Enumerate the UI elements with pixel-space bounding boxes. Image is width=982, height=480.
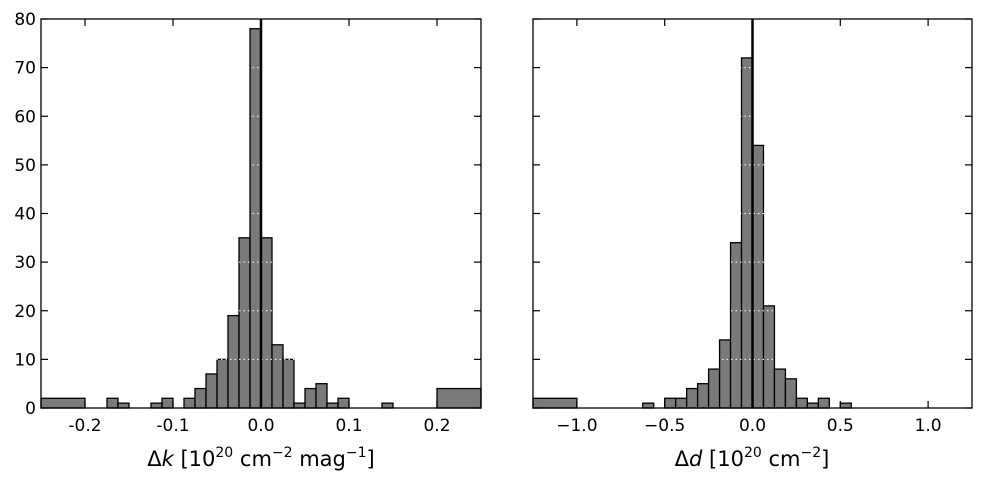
histogram-bar xyxy=(117,402,130,409)
delta-k-histogram-panel: 0 10 20 30 40 50 60 70 80 -0.2 -0.1 0.0 0.1 0.2 xyxy=(14,10,482,436)
histogram-bar xyxy=(795,397,809,409)
histogram-bar xyxy=(205,373,218,409)
histogram-bar xyxy=(664,397,677,409)
histogram-bar xyxy=(194,387,207,409)
histogram-bar xyxy=(326,402,339,409)
histogram-bar xyxy=(436,387,482,409)
y-tick-label: 80 xyxy=(14,10,36,30)
y-tick-label: 40 xyxy=(14,205,36,225)
x-axis-label-delta-k: Δk [1020 cm−2 mag−1] xyxy=(147,445,374,471)
histogram-bar xyxy=(304,387,317,409)
histogram-bar xyxy=(642,402,655,409)
histogram-bar xyxy=(381,402,394,409)
x-tick-label: 0.2 xyxy=(423,416,450,436)
x-tick-label: 0.0 xyxy=(739,416,766,436)
y-tick-label: 60 xyxy=(14,107,36,127)
x-tick-label: 0.0 xyxy=(247,416,274,436)
x-axis-label-delta-d: Δd [1020 cm−2] xyxy=(675,445,830,471)
histogram-bar xyxy=(150,402,163,409)
histogram-bar xyxy=(817,397,830,409)
y-tick-label: 50 xyxy=(14,156,36,176)
histogram-bar xyxy=(227,314,240,409)
histogram-bar xyxy=(762,305,776,409)
histogram-bar xyxy=(216,358,229,409)
histogram-bar xyxy=(238,237,251,409)
histogram-bar xyxy=(718,339,732,409)
histogram-bar xyxy=(839,402,852,409)
histogram-bar xyxy=(271,344,284,409)
histogram-bar xyxy=(183,397,196,409)
histogram-bar xyxy=(249,28,262,409)
histogram-bar xyxy=(806,402,820,409)
histogram-bar xyxy=(282,358,295,409)
histogram-bar xyxy=(751,144,765,409)
y-tick-label: 30 xyxy=(14,253,36,273)
histogram-bar xyxy=(729,242,743,409)
x-tick-label: −1.0 xyxy=(556,416,597,436)
histogram-bar xyxy=(675,397,688,409)
x-tick-label: −0.5 xyxy=(644,416,685,436)
y-tick-label: 70 xyxy=(14,59,36,79)
histogram-bar xyxy=(260,237,273,409)
histogram-bar xyxy=(106,397,119,409)
histogram-bar xyxy=(740,57,754,409)
histogram-bar xyxy=(161,397,174,409)
histogram-bar xyxy=(315,383,328,409)
histogram-bar xyxy=(40,397,86,409)
x-tick-label: 0.1 xyxy=(335,416,362,436)
y-tick-label: 10 xyxy=(14,350,36,370)
x-tick-label: 1.0 xyxy=(915,416,942,436)
histogram-bar xyxy=(686,387,699,409)
histogram-bar xyxy=(784,378,798,409)
y-tick-label: 20 xyxy=(14,302,36,322)
x-tick-label: 0.5 xyxy=(827,416,854,436)
histogram-bar xyxy=(773,368,787,409)
y-tick-label: 0 xyxy=(25,399,36,419)
histogram-bar xyxy=(337,397,350,409)
x-tick-label: -0.1 xyxy=(156,416,189,436)
x-tick-label: -0.2 xyxy=(68,416,101,436)
histogram-bar xyxy=(696,383,710,409)
histogram-bar xyxy=(532,397,578,409)
histogram-bar xyxy=(293,402,306,409)
delta-d-histogram-panel: −1.0 −0.5 0.0 0.5 1.0 xyxy=(532,18,973,436)
histogram-bar xyxy=(707,368,721,409)
